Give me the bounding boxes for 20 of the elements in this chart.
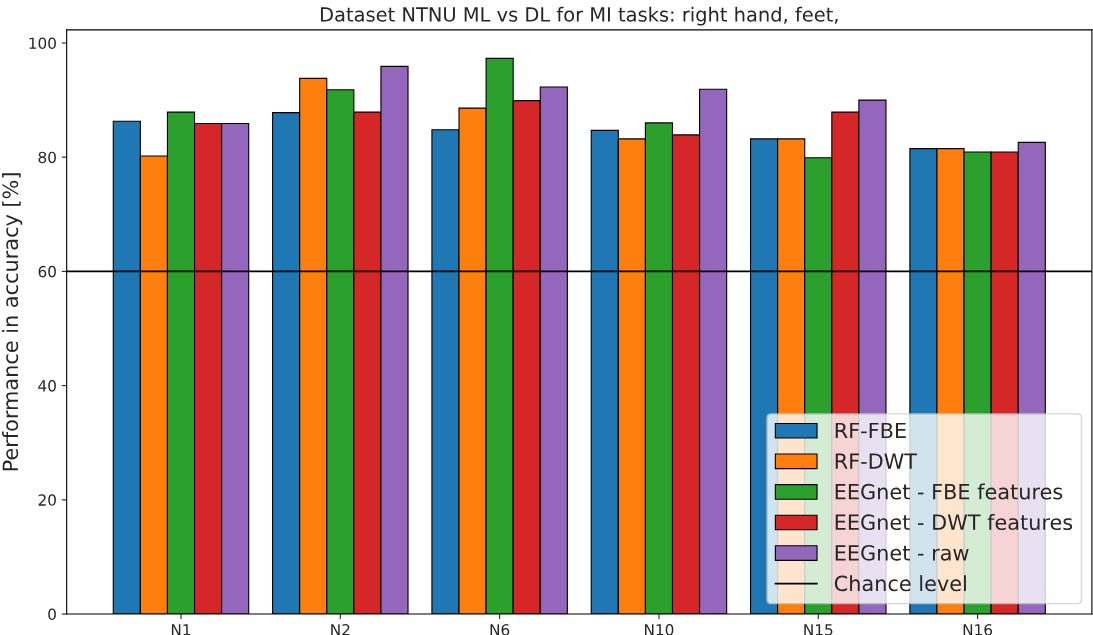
x-tick-label: N1 xyxy=(171,624,191,635)
legend-label: EEGnet - FBE features xyxy=(835,483,1063,500)
y-tick-label: 60 xyxy=(38,265,56,278)
x-tick-label: N2 xyxy=(331,624,350,635)
y-tick-label: 0 xyxy=(48,608,56,621)
chart-title: Dataset NTNU ML vs DL for MI tasks: right hand, feet, xyxy=(321,6,838,26)
x-tick-label: N16 xyxy=(963,624,993,635)
legend-label: RF-FBE xyxy=(835,422,906,439)
x-tick-label: N15 xyxy=(804,624,833,635)
y-tick-label: 40 xyxy=(38,380,56,392)
y-tick-label: 80 xyxy=(38,151,56,164)
x-tick-label: N6 xyxy=(490,624,510,635)
legend-label: EEGnet - DWT features xyxy=(835,513,1073,531)
y-tick-label: 100 xyxy=(29,37,56,49)
legend-label: EEGnet - raw xyxy=(835,544,969,561)
y-tick-label: 20 xyxy=(38,494,56,506)
y-axis-title: Performance in accuracy [%] xyxy=(2,173,23,471)
legend-label: Chance level xyxy=(834,575,966,592)
x-tick-label: N10 xyxy=(645,624,674,635)
legend-label: RF-DWT xyxy=(835,453,918,469)
